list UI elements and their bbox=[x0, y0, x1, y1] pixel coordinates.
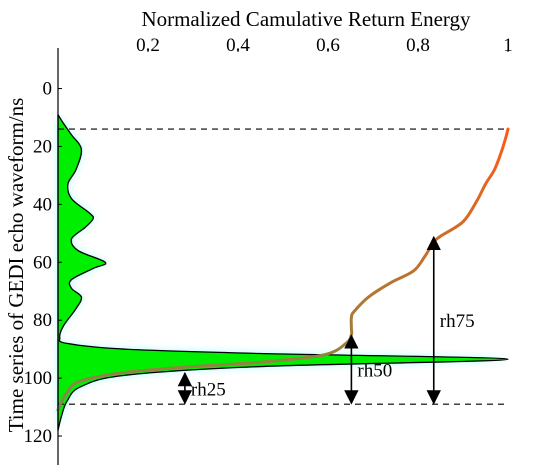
y-tick-label: 60 bbox=[33, 252, 52, 273]
y-tick-label: 100 bbox=[24, 368, 53, 389]
x-tick-label: 0.8 bbox=[406, 35, 430, 56]
rh75-label: rh75 bbox=[440, 311, 475, 332]
cumulative-curve bbox=[56, 127, 510, 412]
waveform-halo bbox=[58, 114, 508, 431]
y-tick-label: 0 bbox=[43, 79, 53, 100]
rh50-label: rh50 bbox=[357, 360, 392, 381]
x-tick-label: 0.4 bbox=[226, 35, 250, 56]
y-tick-label: 20 bbox=[33, 136, 52, 157]
y-axis-title: Time series of GEDI echo waveform/ns bbox=[4, 98, 28, 433]
x-axis-title: Normalized Camulative Return Energy bbox=[141, 7, 471, 31]
rh25-label: rh25 bbox=[191, 379, 226, 400]
x-tick-label: 1 bbox=[503, 35, 513, 56]
x-tick-label: 0.6 bbox=[316, 35, 340, 56]
y-tick-label: 40 bbox=[33, 194, 52, 215]
cumulative-energy-line bbox=[56, 127, 510, 412]
y-tick-label: 120 bbox=[24, 426, 53, 447]
waveform-area bbox=[57, 113, 509, 431]
annotations: rh25 rh50 rh75 bbox=[177, 235, 475, 405]
waveform-halo-shape bbox=[58, 114, 508, 431]
waveform-fill bbox=[57, 113, 509, 431]
axes: 0.2 0.4 0.6 0.8 1 0 20 40 60 80 100 120 bbox=[24, 35, 513, 465]
x-tick-label: 0.2 bbox=[136, 35, 160, 56]
y-tick-label: 80 bbox=[33, 310, 52, 331]
